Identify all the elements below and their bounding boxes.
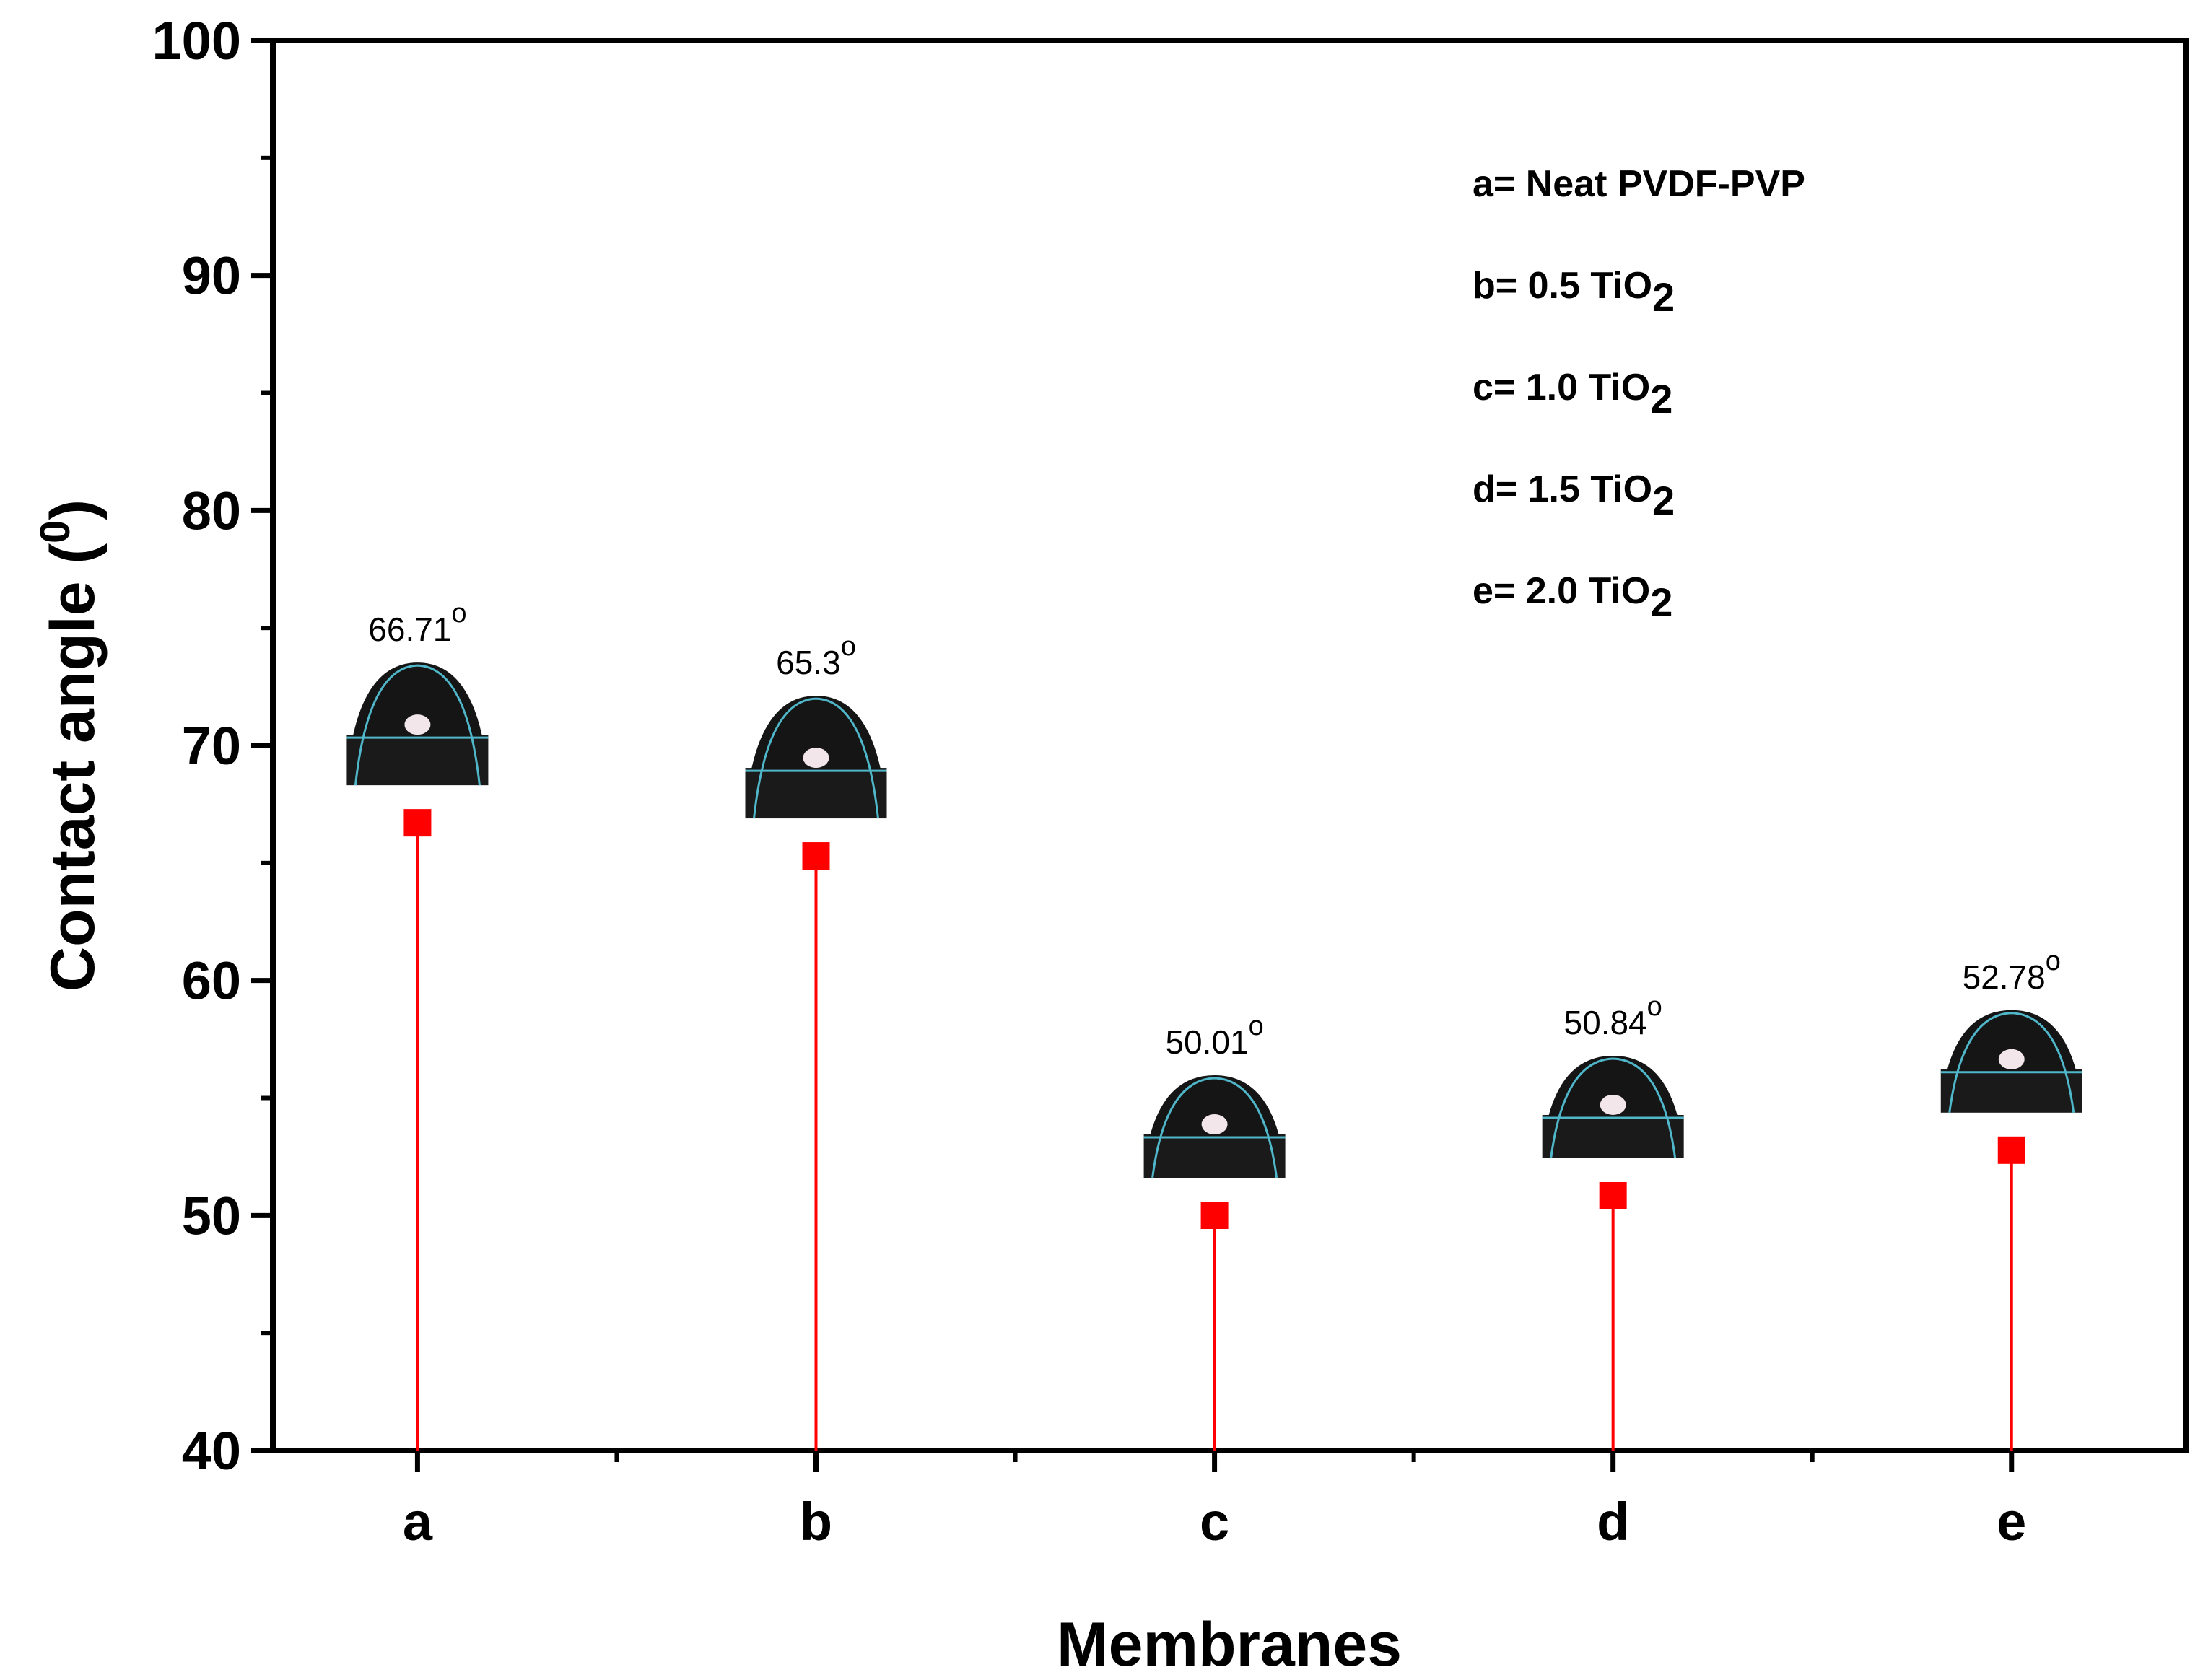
legend-item: a= Neat PVDF-PVP [1473, 163, 1805, 205]
x-tick-label-e: e [1997, 1492, 2026, 1552]
droplet-image [745, 696, 887, 819]
y-tick-label: 60 [182, 951, 241, 1011]
x-axis: a b c d e [403, 1451, 2026, 1552]
droplet-image [1542, 1055, 1684, 1159]
droplet-images [346, 662, 2082, 1178]
data-label-d: 50.84o [1564, 992, 1662, 1041]
x-axis-title: Membranes [1057, 1610, 1402, 1679]
data-label-c: 50.01o [1165, 1011, 1263, 1061]
data-label-a: 66.71o [368, 598, 466, 648]
y-tick-label: 40 [182, 1421, 241, 1481]
x-tick-label-c: c [1200, 1492, 1229, 1552]
legend-item: c= 1.0 TiO2 [1473, 367, 1672, 421]
data-point-e [1997, 1136, 2025, 1164]
x-tick-label-a: a [403, 1492, 433, 1552]
droplet-image [1940, 1010, 2082, 1113]
legend-item: d= 1.5 TiO2 [1473, 468, 1675, 523]
droplet-image [346, 662, 489, 786]
data-point-d [1599, 1181, 1627, 1209]
data-point-b [802, 842, 830, 870]
y-axis-title: Contact angle (0) [32, 499, 108, 992]
legend-item: b= 0.5 TiO2 [1473, 265, 1675, 320]
y-tick-label: 100 [152, 11, 241, 71]
data-label-e: 52.78o [1963, 946, 2061, 996]
plot-frame [270, 38, 2189, 1453]
y-axis: 40 50 60 70 80 90 100 [152, 11, 273, 1481]
y-tick-label: 50 [182, 1186, 241, 1246]
x-tick-label-b: b [800, 1492, 832, 1552]
droplet-image [1143, 1075, 1286, 1178]
data-point-a [403, 809, 432, 837]
data-labels: 66.71o 65.3o 50.01o 50.84o 52.78o [368, 598, 2061, 1061]
y-axis-title-main: Contact angle ( [38, 543, 108, 992]
legend-item: e= 2.0 TiO2 [1473, 570, 1672, 625]
y-axis-title-close: ) [38, 499, 108, 520]
y-axis-title-superscript: 0 [32, 520, 79, 543]
y-tick-label: 70 [182, 716, 241, 776]
y-tick-label: 80 [182, 481, 241, 541]
data-label-b: 65.3o [776, 631, 856, 681]
stems [403, 809, 2025, 1451]
legend: a= Neat PVDF-PVP b= 0.5 TiO2 c= 1.0 TiO2 d=… [1473, 163, 1805, 625]
data-point-c [1200, 1202, 1229, 1230]
x-tick-label-d: d [1597, 1492, 1629, 1552]
y-tick-label: 90 [182, 246, 241, 306]
